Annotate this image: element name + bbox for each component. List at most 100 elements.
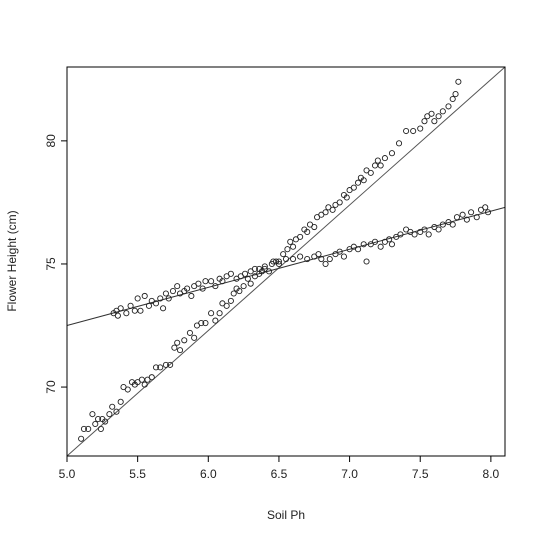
data-point bbox=[340, 253, 347, 260]
data-point bbox=[484, 209, 492, 216]
data-point bbox=[167, 361, 174, 368]
data-point bbox=[421, 118, 428, 125]
data-point bbox=[275, 258, 282, 265]
data-point bbox=[230, 290, 237, 297]
data-point bbox=[95, 416, 102, 423]
x-axis-label: Soil Ph bbox=[267, 508, 305, 522]
data-point bbox=[216, 310, 223, 317]
data-point bbox=[355, 246, 362, 253]
data-point bbox=[435, 113, 442, 120]
y-tick-label: 75 bbox=[44, 257, 58, 271]
data-point bbox=[367, 169, 374, 176]
data-point bbox=[439, 221, 446, 228]
data-point bbox=[195, 280, 202, 287]
data-point bbox=[304, 255, 311, 263]
data-point bbox=[176, 347, 184, 354]
data-point bbox=[138, 376, 145, 383]
data-point bbox=[282, 255, 290, 263]
data-point bbox=[114, 312, 121, 319]
data-point bbox=[336, 248, 343, 255]
data-point bbox=[304, 228, 311, 236]
data-point bbox=[386, 236, 393, 243]
data-point bbox=[410, 127, 417, 135]
data-point bbox=[329, 206, 336, 213]
data-point bbox=[374, 157, 381, 164]
data-point bbox=[322, 260, 329, 268]
data-point bbox=[371, 162, 379, 169]
data-point bbox=[181, 337, 188, 344]
data-point bbox=[363, 258, 370, 265]
data-point bbox=[482, 204, 489, 211]
data-point bbox=[141, 292, 148, 300]
y-axis-label: Flower Height (cm) bbox=[5, 210, 19, 311]
data-point bbox=[227, 297, 234, 304]
data-point bbox=[265, 268, 273, 275]
data-point bbox=[251, 265, 258, 272]
data-point bbox=[388, 150, 396, 157]
data-point bbox=[212, 317, 219, 324]
data-point bbox=[336, 199, 343, 206]
data-point bbox=[411, 231, 418, 238]
data-point bbox=[137, 307, 144, 314]
data-point bbox=[315, 251, 322, 258]
data-point bbox=[223, 302, 230, 309]
data-point bbox=[395, 140, 403, 147]
data-point bbox=[343, 194, 350, 201]
x-tick-label: 7.0 bbox=[341, 467, 358, 481]
data-point bbox=[169, 287, 177, 295]
data-point bbox=[455, 78, 462, 85]
data-point bbox=[186, 329, 193, 336]
data-point bbox=[275, 260, 282, 268]
y-axis: 70 75 80 bbox=[44, 134, 67, 394]
data-point bbox=[463, 216, 470, 223]
data-point bbox=[473, 214, 480, 221]
data-point bbox=[290, 243, 297, 250]
data-point bbox=[322, 209, 329, 216]
data-point bbox=[377, 243, 384, 250]
data-point bbox=[123, 310, 130, 317]
data-point bbox=[212, 283, 219, 290]
data-point bbox=[371, 238, 379, 245]
data-point bbox=[403, 127, 410, 135]
data-point bbox=[92, 420, 99, 428]
data-point bbox=[141, 381, 148, 388]
data-point bbox=[227, 270, 234, 277]
data-point bbox=[452, 91, 459, 98]
data-point bbox=[421, 226, 428, 233]
data-point bbox=[397, 231, 404, 238]
data-point bbox=[240, 283, 247, 290]
data-point bbox=[174, 339, 181, 346]
data-point bbox=[449, 95, 456, 103]
data-point bbox=[89, 411, 96, 418]
data-point bbox=[113, 408, 120, 415]
data-point bbox=[297, 233, 304, 240]
data-point bbox=[117, 305, 124, 312]
data-point bbox=[311, 223, 318, 231]
data-point bbox=[208, 278, 215, 285]
x-tick-label: 5.5 bbox=[129, 467, 146, 481]
x-tick-label: 5.0 bbox=[59, 467, 76, 481]
data-point bbox=[290, 255, 297, 263]
data-point bbox=[445, 103, 452, 110]
data-point bbox=[318, 255, 325, 263]
data-point bbox=[428, 110, 435, 117]
data-point bbox=[152, 300, 160, 307]
data-point bbox=[85, 425, 92, 432]
data-point bbox=[165, 295, 172, 302]
data-point bbox=[388, 241, 396, 248]
data-point bbox=[208, 310, 215, 317]
data-point bbox=[355, 179, 362, 186]
data-point bbox=[280, 251, 287, 258]
data-point bbox=[117, 398, 124, 405]
data-point bbox=[326, 255, 333, 263]
data-point bbox=[198, 320, 205, 327]
data-point bbox=[131, 307, 138, 314]
data-point bbox=[157, 295, 164, 302]
data-point bbox=[435, 226, 442, 233]
data-point bbox=[449, 221, 456, 228]
data-point bbox=[297, 253, 304, 260]
data-point bbox=[199, 285, 206, 292]
data-point bbox=[417, 125, 424, 132]
data-point bbox=[241, 270, 249, 277]
data-point bbox=[78, 435, 85, 442]
